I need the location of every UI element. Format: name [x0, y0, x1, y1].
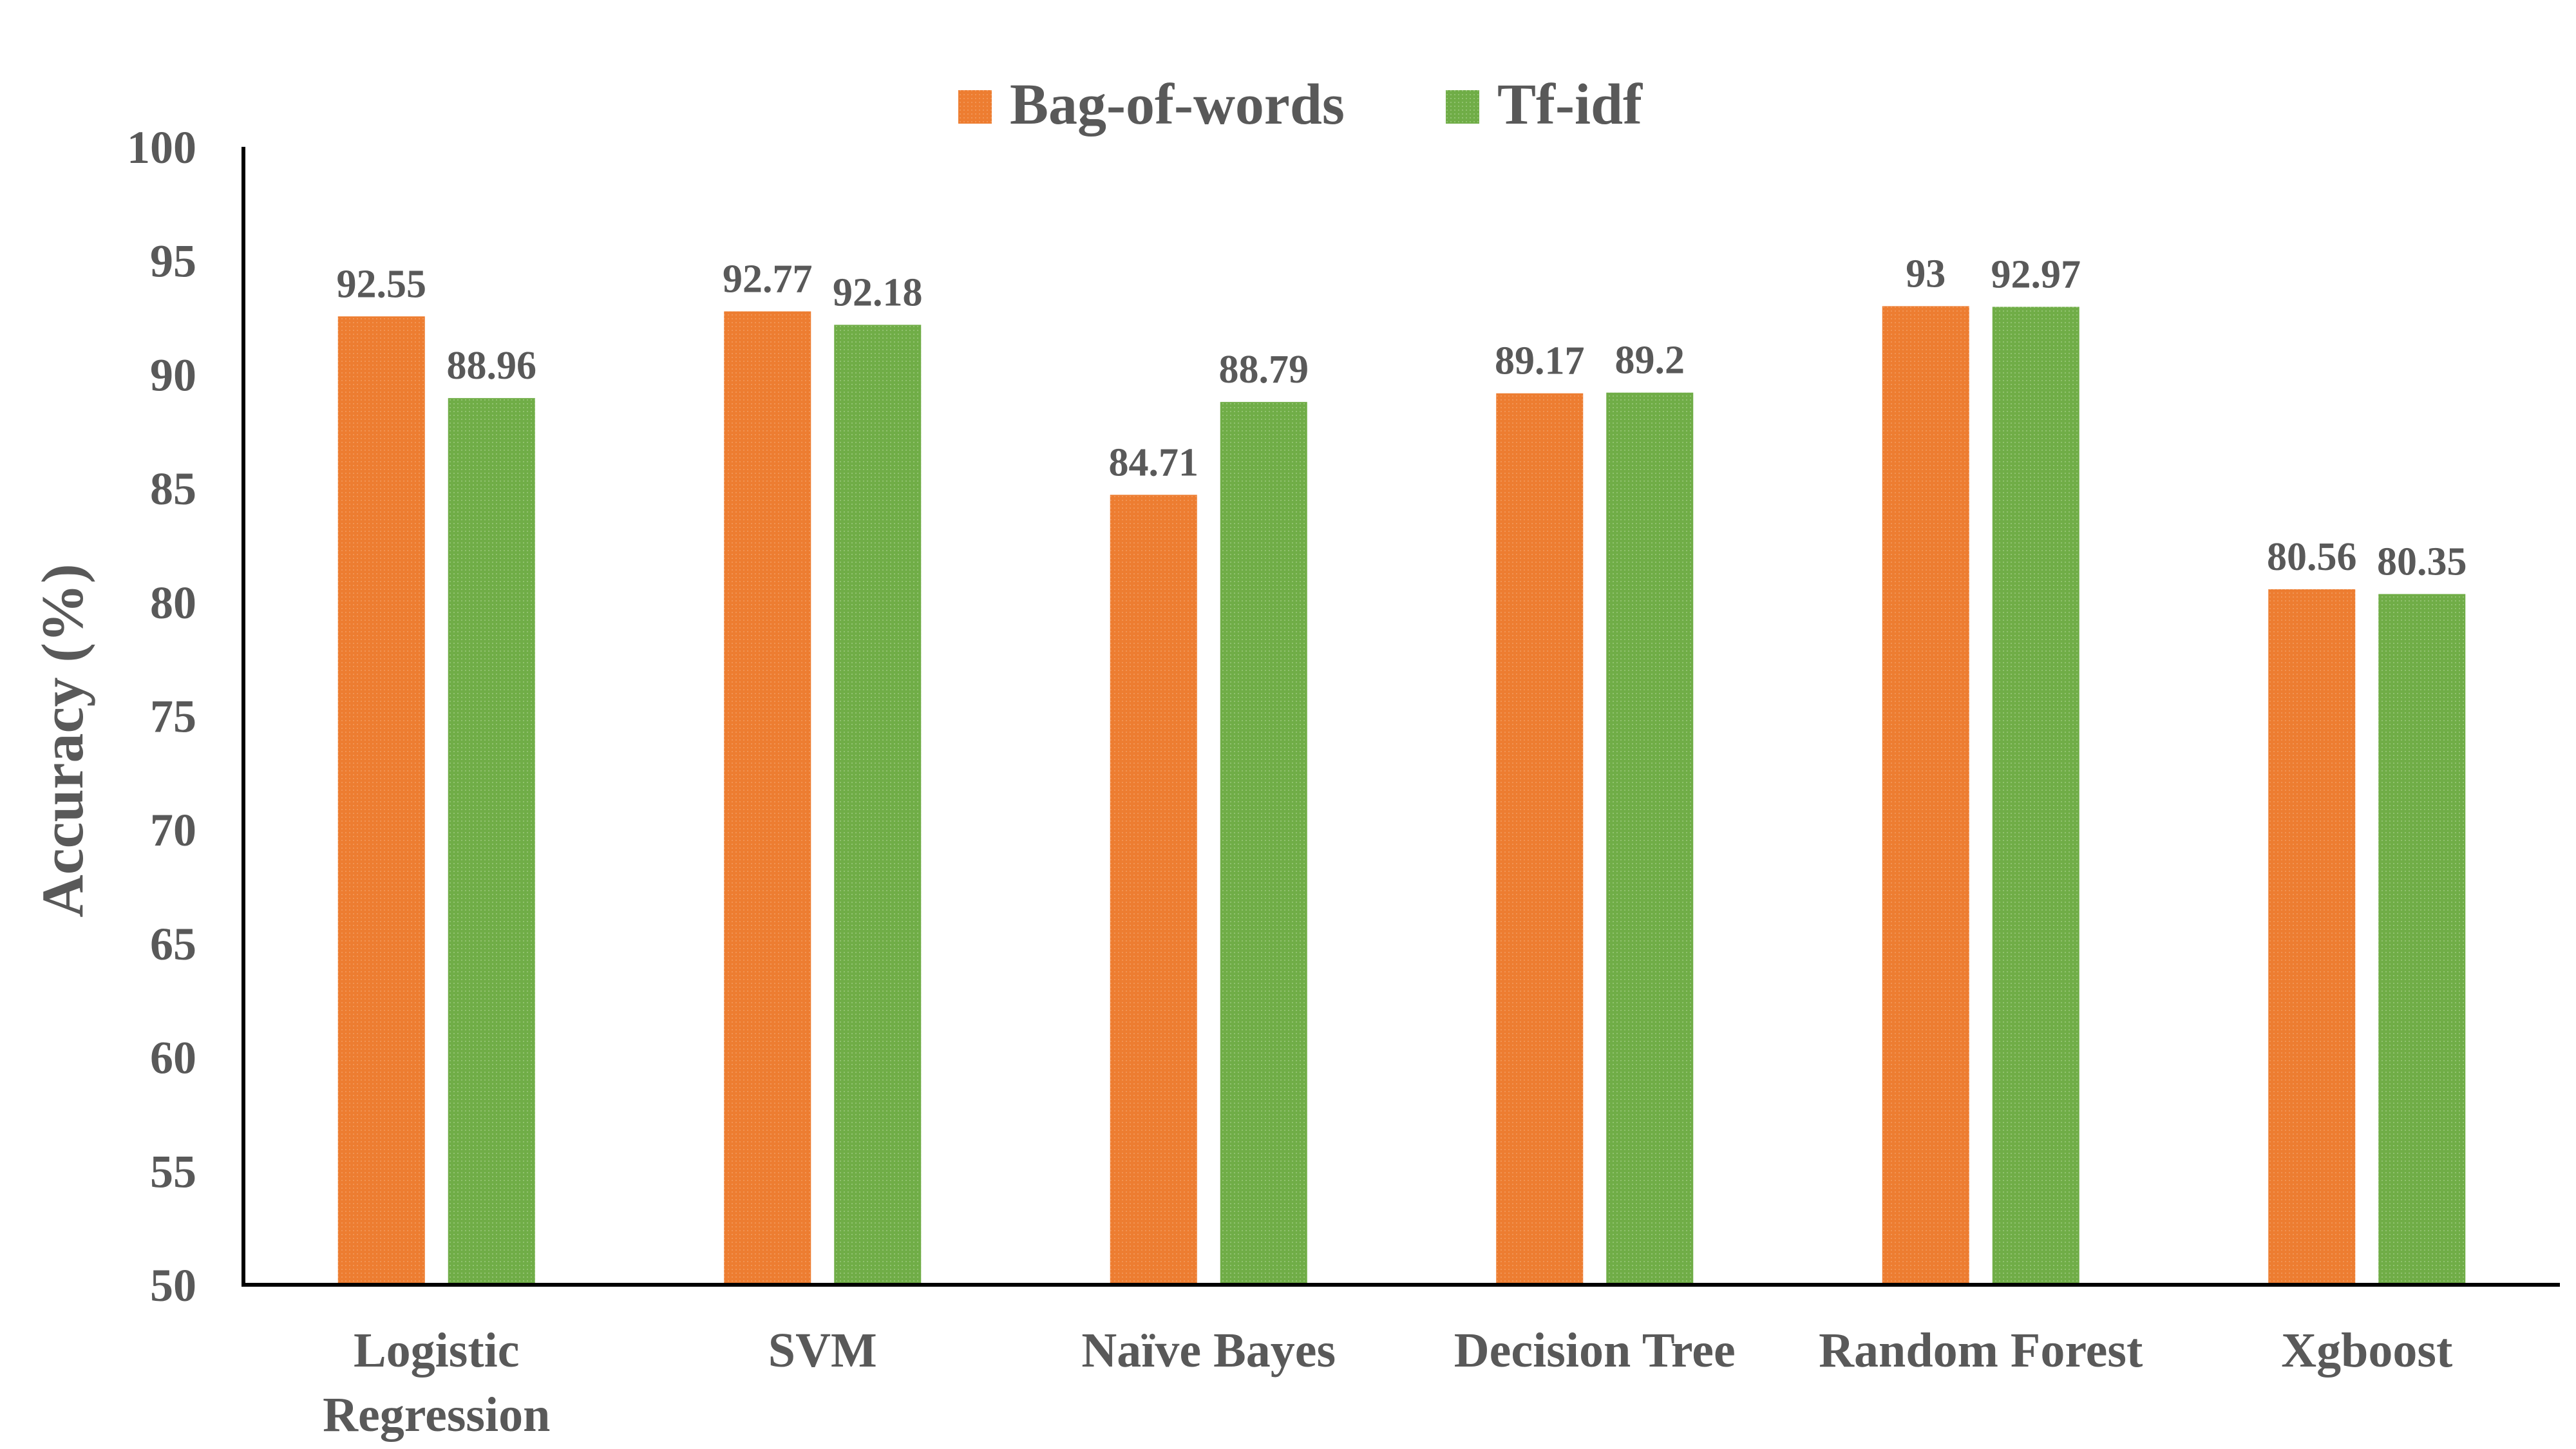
legend-swatch — [1446, 90, 1479, 124]
bar-tf-idf — [448, 398, 535, 1285]
legend: Bag-of-words Tf-idf — [958, 73, 1643, 137]
value-label: 80.35 — [2377, 540, 2467, 583]
value-label: 92.97 — [1991, 252, 2081, 296]
y-tick-label: 75 — [150, 691, 196, 743]
value-label: 80.56 — [2267, 535, 2357, 579]
value-label: 89.2 — [1615, 339, 1685, 383]
legend-swatch — [958, 90, 992, 124]
value-label: 84.71 — [1109, 440, 1199, 484]
bar-bag-of-words — [2268, 589, 2356, 1285]
value-label: 89.17 — [1495, 339, 1585, 383]
x-category-label: Random Forest — [1819, 1323, 2143, 1378]
bar-bag-of-words — [1496, 393, 1584, 1285]
bar-tf-idf — [2378, 594, 2466, 1285]
x-category-label: Decision Tree — [1454, 1323, 1736, 1378]
y-tick-label: 65 — [150, 918, 196, 970]
y-tick-label: 85 — [150, 463, 196, 515]
value-label: 88.96 — [447, 344, 537, 388]
bar-tf-idf — [1992, 307, 2079, 1285]
y-tick-label: 50 — [150, 1260, 196, 1311]
x-category-label: Naïve Bayes — [1081, 1323, 1336, 1378]
bar-tf-idf — [834, 325, 922, 1285]
y-tick-label: 80 — [150, 577, 196, 629]
legend-label: Bag-of-words — [1010, 73, 1345, 137]
y-tick-label: 70 — [150, 804, 196, 856]
value-label: 92.18 — [833, 270, 923, 314]
bar-bag-of-words — [724, 311, 811, 1285]
x-category-label: SVM — [768, 1323, 877, 1378]
x-category-label: Regression — [323, 1388, 550, 1442]
value-label: 93 — [1906, 252, 1946, 296]
y-tick-label: 55 — [150, 1146, 196, 1197]
x-category-label: Xgboost — [2281, 1323, 2452, 1378]
y-tick-label: 60 — [150, 1032, 196, 1084]
value-labels: 92.55 88.96 92.77 92.18 84.71 88.79 89.17 89.2 9… — [337, 252, 2467, 583]
bar-bag-of-words — [1882, 306, 1969, 1285]
y-tick-label: 100 — [127, 122, 196, 173]
y-axis-ticks: 50 55 60 65 70 75 80 85 90 95 100 — [127, 122, 196, 1311]
legend-label: Tf-idf — [1497, 73, 1643, 137]
value-label: 92.77 — [723, 258, 813, 301]
x-category-label: Logistic — [354, 1323, 520, 1378]
bar-tf-idf — [1220, 402, 1307, 1285]
x-axis-labels: Logistic Regression SVM Naïve Bayes Decision… — [323, 1323, 2452, 1442]
value-label: 92.55 — [337, 262, 427, 306]
y-axis-title: Accuracy (%) — [30, 564, 95, 917]
y-tick-label: 95 — [150, 236, 196, 287]
bar-tf-idf — [1606, 392, 1694, 1285]
value-label: 88.79 — [1219, 348, 1309, 392]
bars — [337, 306, 2466, 1285]
y-tick-label: 90 — [150, 349, 196, 401]
bar-bag-of-words — [1110, 495, 1197, 1285]
bar-bag-of-words — [337, 316, 425, 1285]
